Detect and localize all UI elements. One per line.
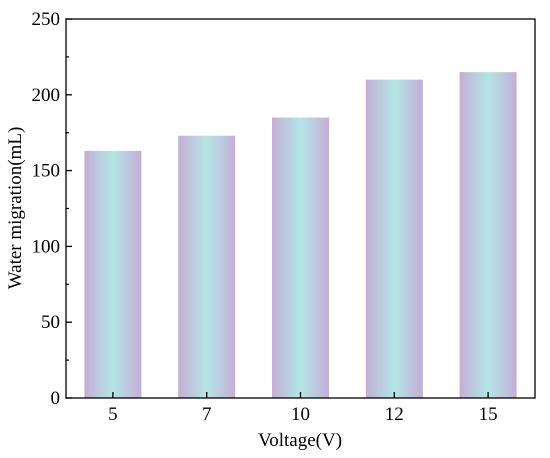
x-tick-label-5: 5 — [108, 404, 118, 425]
axes-group: 0 50 100 150 200 250 5 7 10 12 15 — [32, 9, 536, 425]
y-tick-label-150: 150 — [32, 161, 61, 182]
y-tick-label-50: 50 — [41, 312, 60, 333]
x-tick-label-10: 10 — [291, 404, 310, 425]
y-axis-title: Water migration(mL) — [5, 127, 26, 290]
y-tick-label-0: 0 — [51, 388, 61, 409]
y-tick-label-250: 250 — [32, 9, 61, 30]
bar-12 — [365, 79, 423, 398]
bar-10 — [272, 117, 329, 398]
bar-5 — [84, 150, 142, 398]
y-tick-label-200: 200 — [32, 85, 61, 106]
x-axis-title: Voltage(V) — [258, 430, 342, 451]
x-tick-label-7: 7 — [202, 404, 212, 425]
x-tick-label-15: 15 — [479, 404, 498, 425]
bar-15 — [459, 72, 517, 398]
bar-7 — [178, 135, 236, 398]
x-tick-label-12: 12 — [385, 404, 404, 425]
bars-group — [84, 72, 517, 398]
y-tick-label-100: 100 — [32, 236, 61, 257]
